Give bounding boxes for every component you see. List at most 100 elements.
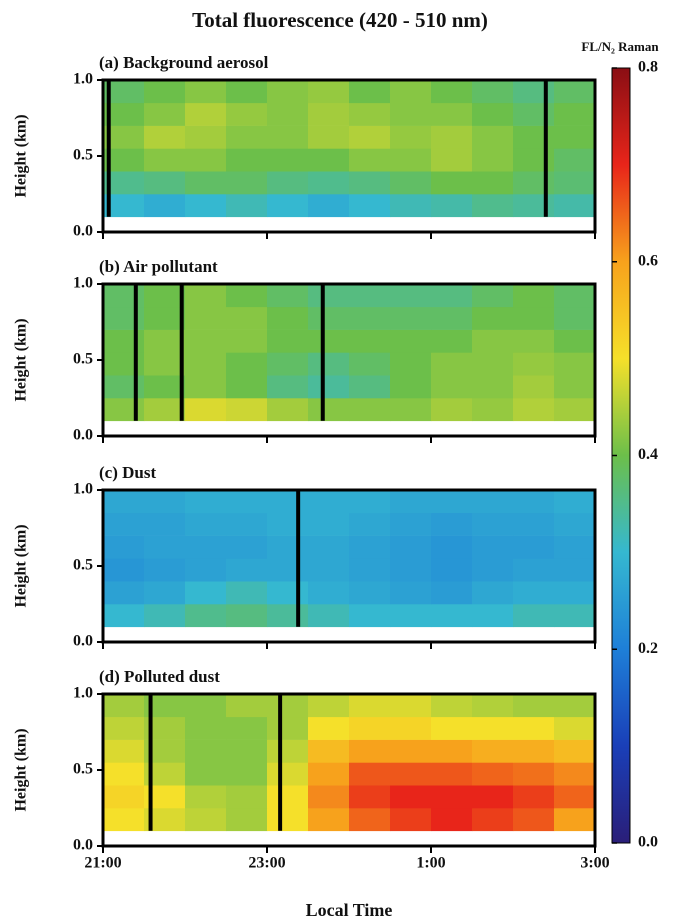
heat-cell xyxy=(472,785,514,809)
heat-cell xyxy=(390,694,432,718)
heat-cell xyxy=(513,581,555,605)
heat-cell xyxy=(472,716,514,740)
heat-cell xyxy=(185,194,227,218)
colorbar-tick-label: 0.2 xyxy=(638,640,658,657)
heat-cell xyxy=(103,512,145,536)
heat-cell xyxy=(185,694,227,718)
heat-cell xyxy=(390,375,432,399)
heat-cell xyxy=(308,194,350,218)
heat-cell xyxy=(513,604,555,628)
heat-cell xyxy=(513,306,555,330)
heat-cell xyxy=(226,512,268,536)
heat-cell xyxy=(513,785,555,809)
heat-cell xyxy=(267,512,309,536)
heat-cell xyxy=(472,284,514,308)
heat-cell xyxy=(308,558,350,582)
heat-cell xyxy=(308,762,350,786)
heat-cell xyxy=(185,762,227,786)
heat-cell xyxy=(226,490,268,514)
heat-cell xyxy=(267,739,309,763)
y-axis-label: Height (km) xyxy=(13,728,30,811)
heat-cell xyxy=(144,490,186,514)
heat-cell xyxy=(185,306,227,330)
heat-cell xyxy=(185,398,227,422)
heat-cell xyxy=(431,171,473,195)
heat-cell xyxy=(226,558,268,582)
data-gap xyxy=(296,490,301,627)
heat-cell xyxy=(431,398,473,422)
heat-cell xyxy=(185,808,227,832)
heat-cell xyxy=(349,558,391,582)
heat-cell xyxy=(267,398,309,422)
heat-cell xyxy=(144,148,186,172)
heat-cell xyxy=(431,716,473,740)
heat-cell xyxy=(513,125,555,149)
heat-cell xyxy=(390,306,432,330)
heat-cell xyxy=(431,284,473,308)
heat-cell xyxy=(390,148,432,172)
heat-cell xyxy=(103,785,145,809)
y-axis-label: Height (km) xyxy=(13,318,30,401)
heat-cell xyxy=(267,80,309,104)
heat-cell xyxy=(103,375,145,399)
heat-cell xyxy=(308,284,350,308)
heat-cell xyxy=(513,352,555,376)
heat-cell xyxy=(144,535,186,559)
heat-cell xyxy=(185,352,227,376)
heat-cell xyxy=(226,148,268,172)
heat-cell xyxy=(226,535,268,559)
heat-cell xyxy=(513,762,555,786)
heat-cell xyxy=(144,716,186,740)
heat-cell xyxy=(103,125,145,149)
heat-cell xyxy=(554,194,596,218)
heat-cell xyxy=(349,490,391,514)
heat-cell xyxy=(144,398,186,422)
heat-cell xyxy=(267,125,309,149)
heat-cell xyxy=(226,808,268,832)
heat-cell xyxy=(267,284,309,308)
heat-cell xyxy=(554,604,596,628)
heat-cell xyxy=(554,125,596,149)
heat-cell xyxy=(226,352,268,376)
heat-cell xyxy=(185,739,227,763)
heat-cell xyxy=(267,194,309,218)
heat-cell xyxy=(349,739,391,763)
heat-cell xyxy=(390,125,432,149)
heat-cell xyxy=(226,194,268,218)
heat-cell xyxy=(349,375,391,399)
heat-cell xyxy=(185,375,227,399)
heat-cell xyxy=(144,102,186,126)
heat-cell xyxy=(103,102,145,126)
heat-cell xyxy=(308,80,350,104)
heat-cell xyxy=(267,329,309,353)
heat-cell xyxy=(513,558,555,582)
heat-cell xyxy=(554,694,596,718)
data-gap xyxy=(320,284,325,421)
heat-cell xyxy=(144,785,186,809)
colorbar-tick-label: 0.0 xyxy=(638,834,658,851)
heat-cell xyxy=(472,558,514,582)
heat-cell xyxy=(554,535,596,559)
heat-cell xyxy=(226,306,268,330)
heat-cell xyxy=(513,739,555,763)
heat-cell xyxy=(144,581,186,605)
heat-cell xyxy=(267,171,309,195)
heat-cell xyxy=(267,535,309,559)
heat-cell xyxy=(554,808,596,832)
heat-cell xyxy=(144,512,186,536)
heat-cell xyxy=(390,535,432,559)
heat-cell xyxy=(144,171,186,195)
y-tick-label: 0.5 xyxy=(73,147,93,164)
y-tick-label: 1.0 xyxy=(73,275,93,292)
heat-cell xyxy=(554,102,596,126)
heat-cell xyxy=(349,535,391,559)
heat-cell xyxy=(554,284,596,308)
heat-cell xyxy=(267,558,309,582)
x-tick-label: 21:00 xyxy=(84,855,121,872)
heat-cell xyxy=(185,716,227,740)
heat-cell xyxy=(144,284,186,308)
heat-cell xyxy=(513,329,555,353)
heat-cell xyxy=(349,125,391,149)
heat-cell xyxy=(308,352,350,376)
heat-cell xyxy=(431,194,473,218)
